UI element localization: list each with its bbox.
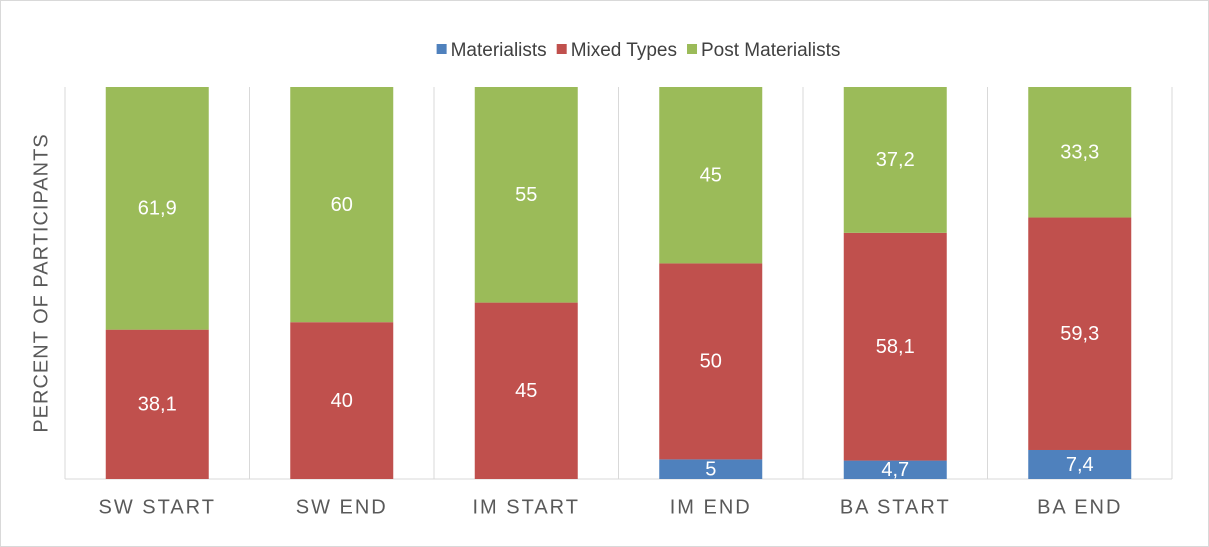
data-label: 55 xyxy=(515,184,537,206)
x-tick-label: BA START xyxy=(840,496,951,518)
bar-segment xyxy=(474,302,578,479)
x-tick-label: SW START xyxy=(99,496,216,518)
bar-segment xyxy=(105,87,209,330)
data-label: 59,3 xyxy=(1060,323,1099,345)
legend-label: Post Materialists xyxy=(701,40,840,61)
legend-swatch xyxy=(556,44,567,54)
bar-segment xyxy=(105,329,209,479)
legend-swatch xyxy=(687,44,698,54)
legend-swatch xyxy=(436,44,447,54)
x-tick-label: IM END xyxy=(670,496,752,518)
bar-segment xyxy=(1028,449,1132,479)
data-label: 38,1 xyxy=(138,394,177,416)
bar-segment xyxy=(843,460,947,479)
y-axis-title: PERCENT OF PARTICIPANTS xyxy=(30,133,52,432)
data-label: 50 xyxy=(700,351,722,373)
bar-segment xyxy=(843,232,947,461)
data-label: 4,7 xyxy=(881,459,909,481)
data-label: 37,2 xyxy=(876,149,915,171)
bar-segment xyxy=(659,87,763,264)
legend-label: Mixed Types xyxy=(571,40,677,61)
bar-segment xyxy=(1028,217,1132,450)
data-label: 61,9 xyxy=(138,198,177,220)
data-label: 45 xyxy=(700,164,722,186)
data-label: 5 xyxy=(705,458,716,480)
bar-segment xyxy=(843,87,947,233)
bar-segment xyxy=(1028,87,1132,218)
data-label: 60 xyxy=(331,194,353,216)
bar-segment xyxy=(474,87,578,303)
data-label: 33,3 xyxy=(1060,142,1099,164)
x-tick-label: BA END xyxy=(1037,496,1122,518)
bar-segment xyxy=(659,459,763,479)
data-label: 7,4 xyxy=(1066,454,1094,476)
legend-label: Materialists xyxy=(451,40,547,61)
x-tick-label: SW END xyxy=(296,496,388,518)
data-label: 45 xyxy=(515,380,537,402)
x-tick-label: IM START xyxy=(473,496,580,518)
data-label: 58,1 xyxy=(876,336,915,358)
bar-segment xyxy=(659,263,763,460)
bar-segment xyxy=(290,322,394,479)
data-label: 40 xyxy=(331,390,353,412)
bar-segment xyxy=(290,87,394,323)
